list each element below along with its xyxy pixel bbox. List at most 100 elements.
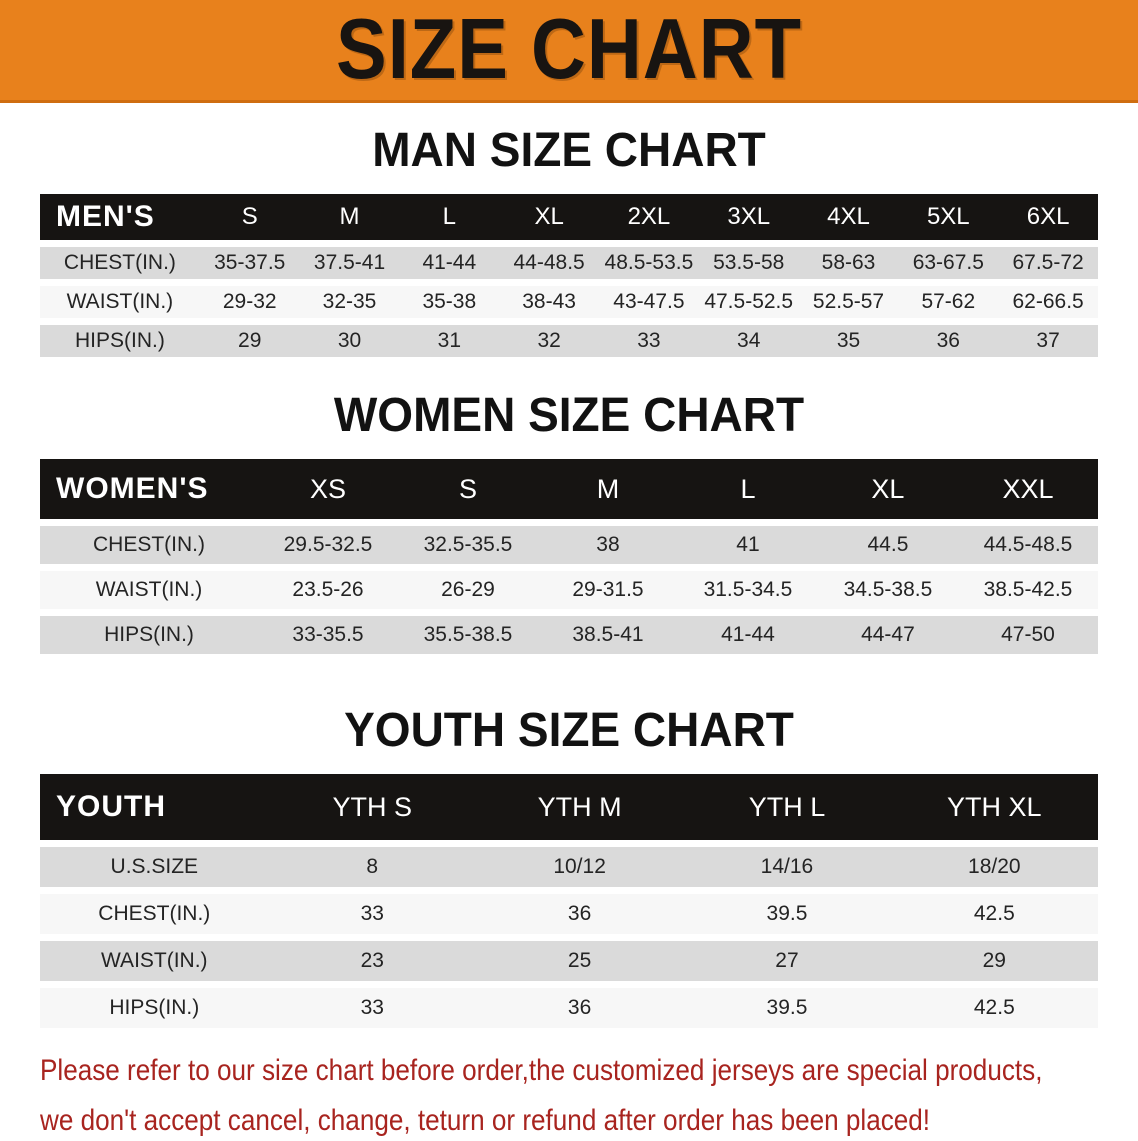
size-column-header: XL [817, 459, 958, 519]
section-heading: YOUTH SIZE CHART [344, 701, 794, 757]
table-cell: 31.5-34.5 [677, 571, 818, 609]
table-cell: 33 [268, 988, 476, 1028]
table-cell: 32-35 [299, 286, 400, 318]
size-column-header: L [677, 459, 818, 519]
table-cell: 10/12 [475, 847, 684, 887]
disclaimer: Please refer to our size chart before or… [40, 1051, 1138, 1141]
disclaimer-line-1: Please refer to our size chart before or… [40, 1054, 1043, 1087]
table-row: HIPS(IN.) 33-35.5 35.5-38.5 38.5-41 41-44 44-… [40, 616, 1098, 654]
table-row: HIPS(IN.) 33 36 39.5 42.5 [40, 988, 1098, 1028]
banner-title: SIZE CHART [336, 1, 802, 98]
size-column-header: YTH S [268, 774, 476, 840]
table-cell: 18/20 [890, 847, 1098, 887]
table-row: HIPS(IN.) 29 30 31 32 33 34 35 36 37 [40, 325, 1098, 357]
size-column-header: 5XL [898, 194, 999, 240]
size-column-header: S [199, 194, 300, 240]
size-table-women: WOMEN'S XS S M L XL XXL CHEST(IN.) 29.5-32.5 32.5… [40, 452, 1098, 661]
table-row: CHEST(IN.) 33 36 39.5 42.5 [40, 894, 1098, 934]
size-section-women: WOMEN SIZE CHART WOMEN'S XS S M L XL XXL CHEST(I… [40, 386, 1098, 661]
table-cell: 62-66.5 [998, 286, 1098, 318]
size-table-head: WOMEN'S XS S M L XL XXL [40, 459, 1098, 519]
section-heading: WOMEN SIZE CHART [333, 386, 805, 442]
row-label: HIPS(IN.) [40, 616, 259, 654]
table-cell: 43-47.5 [599, 286, 699, 318]
size-column-header: M [537, 459, 678, 519]
size-table-head: YOUTH YTH S YTH M YTH L YTH XL [40, 774, 1098, 840]
table-cell: 41 [677, 526, 818, 564]
banner: SIZE CHART [0, 0, 1138, 103]
table-cell: 53.5-58 [698, 247, 799, 279]
table-cell: 48.5-53.5 [599, 247, 699, 279]
table-cell: 33 [599, 325, 699, 357]
header-row: YOUTH YTH S YTH M YTH L YTH XL [40, 774, 1098, 840]
size-column-header: 6XL [998, 194, 1098, 240]
size-column-header: XXL [957, 459, 1098, 519]
table-cell: 34 [698, 325, 799, 357]
table-cell: 29-31.5 [537, 571, 678, 609]
table-cell: 35-38 [399, 286, 500, 318]
table-cell: 27 [683, 941, 891, 981]
size-column-header: YTH L [683, 774, 891, 840]
table-cell: 36 [475, 988, 684, 1028]
row-label: HIPS(IN.) [40, 988, 269, 1028]
table-cell: 39.5 [683, 988, 891, 1028]
table-cell: 47.5-52.5 [698, 286, 799, 318]
size-column-header: M [299, 194, 400, 240]
size-column-header: S [398, 459, 538, 519]
table-row: CHEST(IN.) 29.5-32.5 32.5-35.5 38 41 44.5 44.5… [40, 526, 1098, 564]
table-cell: 29 [890, 941, 1098, 981]
table-cell: 38 [537, 526, 678, 564]
size-table-head: MEN'S S M L XL 2XL 3XL 4XL 5XL 6XL [40, 194, 1098, 240]
table-cell: 41-44 [677, 616, 818, 654]
table-cell: 47-50 [957, 616, 1098, 654]
row-label: HIPS(IN.) [40, 325, 200, 357]
row-label: CHEST(IN.) [40, 526, 259, 564]
table-cell: 44-48.5 [499, 247, 600, 279]
row-label: CHEST(IN.) [40, 894, 269, 934]
table-cell: 35.5-38.5 [398, 616, 538, 654]
table-cell: 34.5-38.5 [817, 571, 958, 609]
row-label: WAIST(IN.) [40, 941, 269, 981]
table-cell: 14/16 [683, 847, 891, 887]
size-section-youth: YOUTH SIZE CHART YOUTH YTH S YTH M YTH L YTH … [40, 701, 1098, 1035]
table-row: WAIST(IN.) 29-32 32-35 35-38 38-43 43-47.5 47.… [40, 286, 1098, 318]
group-label: YOUTH [40, 774, 269, 840]
size-table-body: CHEST(IN.) 35-37.5 37.5-41 41-44 44-48.5 48.5… [40, 247, 1098, 357]
table-cell: 42.5 [890, 988, 1098, 1028]
charts-container: MAN SIZE CHART MEN'S S M L XL 2XL 3XL 4XL 5XL 6XL C… [0, 121, 1138, 1035]
size-column-header: 2XL [599, 194, 699, 240]
table-cell: 32 [499, 325, 600, 357]
size-table-body: CHEST(IN.) 29.5-32.5 32.5-35.5 38 41 44.5 44.5… [40, 526, 1098, 654]
table-cell: 42.5 [890, 894, 1098, 934]
table-cell: 41-44 [399, 247, 500, 279]
row-label: WAIST(IN.) [40, 286, 200, 318]
table-cell: 29 [199, 325, 300, 357]
table-cell: 38-43 [499, 286, 600, 318]
size-table-body: U.S.SIZE 8 10/12 14/16 18/20 CHEST(IN.) 33 36 39… [40, 847, 1098, 1028]
table-cell: 30 [299, 325, 400, 357]
table-cell: 36 [475, 894, 684, 934]
size-column-header: L [399, 194, 500, 240]
table-row: WAIST(IN.) 23 25 27 29 [40, 941, 1098, 981]
table-cell: 63-67.5 [898, 247, 999, 279]
table-cell: 38.5-41 [537, 616, 678, 654]
table-cell: 44.5 [817, 526, 958, 564]
size-column-header: 3XL [698, 194, 799, 240]
table-cell: 35-37.5 [199, 247, 300, 279]
group-label: WOMEN'S [40, 459, 259, 519]
table-cell: 44-47 [817, 616, 958, 654]
table-cell: 23.5-26 [258, 571, 398, 609]
table-cell: 67.5-72 [998, 247, 1098, 279]
row-label: U.S.SIZE [40, 847, 269, 887]
table-cell: 37.5-41 [299, 247, 400, 279]
section-heading: MAN SIZE CHART [372, 121, 766, 177]
table-cell: 38.5-42.5 [957, 571, 1098, 609]
table-cell: 37 [998, 325, 1098, 357]
size-section-men: MAN SIZE CHART MEN'S S M L XL 2XL 3XL 4XL 5XL 6XL C… [40, 121, 1098, 364]
table-cell: 8 [268, 847, 476, 887]
group-label: MEN'S [40, 194, 200, 240]
row-label: WAIST(IN.) [40, 571, 259, 609]
table-row: U.S.SIZE 8 10/12 14/16 18/20 [40, 847, 1098, 887]
size-table-men: MEN'S S M L XL 2XL 3XL 4XL 5XL 6XL CHEST(IN.) 35-37… [40, 187, 1098, 364]
table-cell: 52.5-57 [798, 286, 899, 318]
